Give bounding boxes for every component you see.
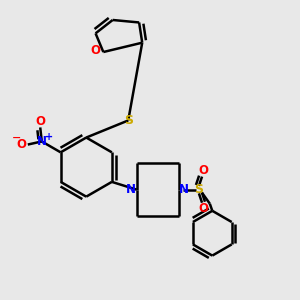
Text: O: O bbox=[91, 44, 100, 57]
Text: O: O bbox=[199, 202, 208, 215]
Text: O: O bbox=[16, 138, 27, 151]
Text: O: O bbox=[199, 164, 208, 178]
Text: N: N bbox=[37, 135, 47, 148]
Text: O: O bbox=[35, 115, 45, 128]
Text: +: + bbox=[45, 132, 53, 142]
Text: S: S bbox=[194, 183, 203, 196]
Text: S: S bbox=[124, 114, 133, 127]
Text: N: N bbox=[179, 183, 189, 196]
Text: N: N bbox=[126, 183, 136, 196]
Text: −: − bbox=[12, 133, 22, 143]
